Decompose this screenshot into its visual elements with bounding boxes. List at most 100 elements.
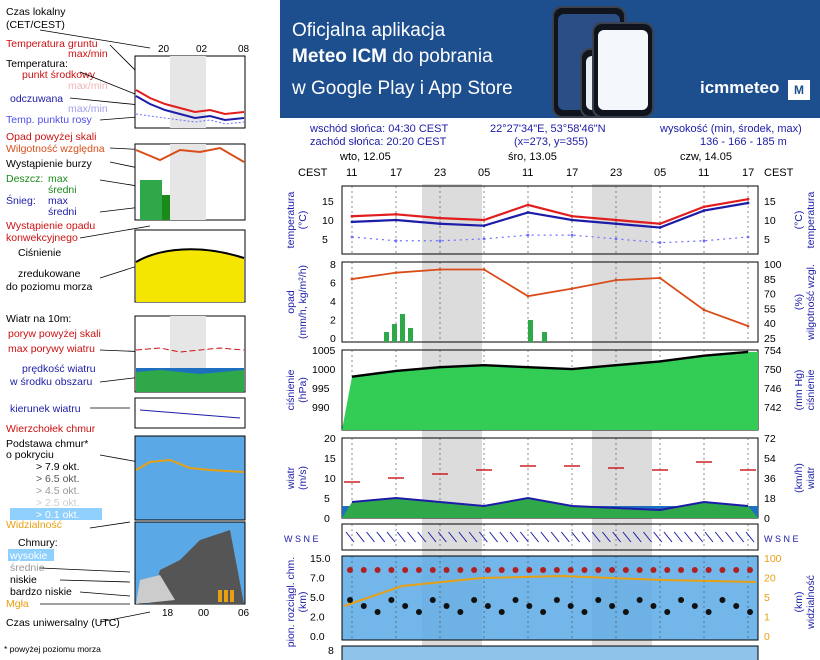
- pressure-left-unit: (hPa): [297, 377, 309, 403]
- visibility-axis-right: 5: [764, 592, 770, 604]
- day-label: śro, 13.05: [508, 151, 557, 163]
- wind-dir-arrow: [735, 531, 745, 543]
- cloud-base-dot: [705, 609, 712, 615]
- legend-storm: Wystąpienie burzy: [6, 158, 92, 170]
- hour-tick-label: 23: [610, 167, 622, 179]
- phone-image: [592, 22, 654, 118]
- cloud-top-dot: [567, 567, 574, 573]
- hour-tick-label: 17: [390, 167, 402, 179]
- legend-wind-dir: kierunek wiatru: [10, 403, 81, 415]
- wind-dir-arrow: [519, 531, 529, 543]
- legend-high: wysokie: [9, 550, 48, 562]
- cloud-base-dot: [512, 597, 519, 603]
- day-label: czw, 14.05: [680, 151, 732, 163]
- cloud-top-dot: [429, 567, 436, 573]
- legend-conv-2: konwekcyjnego: [6, 232, 78, 244]
- app-promo-banner[interactable]: Oficjalna aplikacja Meteo ICM do pobrani…: [280, 0, 820, 118]
- temp-point: [570, 218, 574, 222]
- legend-visibility: Widzialność: [6, 519, 62, 531]
- cloud-base-dot: [388, 597, 395, 603]
- panel-frame: [341, 185, 759, 255]
- wind-axis-right: 54: [764, 453, 776, 465]
- legend-axis-labels: 20 02 08 18 00 06: [158, 44, 250, 619]
- sunrise-text: wschód słońca: 04:30 CEST: [309, 123, 448, 135]
- temp-series-line: [351, 198, 749, 225]
- temp-axis-left: 15: [322, 196, 334, 208]
- wind-axis-left: 0: [324, 513, 330, 525]
- cloud-base-dot: [471, 597, 478, 603]
- humidity-axis-right: 100: [764, 259, 782, 271]
- humidity-point: [614, 278, 618, 282]
- legend-minichart-wind-dir: [134, 397, 246, 429]
- cloud-base-dot: [719, 597, 726, 603]
- coords-text: 22°27'34"E, 53°58'46"N: [490, 123, 606, 135]
- cloud-base-dot: [443, 603, 450, 609]
- icmmeteo-logo: icmmeteo: [700, 78, 780, 97]
- compass-right: W S N E: [764, 534, 799, 544]
- temp-left-label: temperatura: [285, 192, 297, 249]
- wind-axis-left: 10: [324, 473, 336, 485]
- temp-point: [702, 209, 706, 212]
- cloud-top-dot: [678, 567, 685, 573]
- cloud-base-dot: [664, 609, 671, 615]
- pressure-axis-left: 995: [312, 383, 330, 395]
- cloud-axis-left: 15.0: [310, 553, 331, 565]
- pressure-axis-right: 754: [764, 345, 782, 357]
- wind-dir-arrow: [468, 531, 478, 543]
- elevation-text: 136 - 166 - 185 m: [700, 136, 787, 148]
- wind-dir-arrow: [345, 531, 355, 543]
- humidity-point: [746, 324, 750, 328]
- cloud-base-dot: [609, 603, 616, 609]
- wind-dir-arrow: [376, 531, 386, 543]
- wind-dir-arrow: [560, 531, 570, 543]
- cloud-top-dot: [443, 567, 450, 573]
- cloud-base-dot: [415, 609, 422, 615]
- temp-axis-left: 10: [322, 215, 334, 227]
- humidity-axis-right: 85: [764, 274, 776, 286]
- wind-axis-left: 15: [324, 453, 336, 465]
- tz-label: CEST: [764, 167, 794, 179]
- temp-point: [658, 226, 662, 229]
- panel-frame: [341, 555, 759, 641]
- cloud-base-dot: [374, 609, 381, 615]
- wind-dir-arrow: [704, 531, 714, 543]
- legend-max-min-1: max/min: [68, 80, 108, 92]
- wind-dir-arrow: [694, 531, 704, 543]
- panel-frame: [341, 645, 759, 660]
- pressure-left-label: ciśnienie: [285, 369, 297, 410]
- wind-dir-arrow: [540, 531, 550, 543]
- temp-point: [614, 222, 618, 226]
- temp-point: [702, 205, 706, 209]
- cloud-base-dot: [747, 609, 753, 615]
- cloud-top-dot: [705, 567, 712, 573]
- banner-line-2: Meteo ICM do pobrania: [292, 46, 493, 68]
- precip-axis-left: 0: [330, 333, 336, 345]
- legend-low: niskie: [10, 574, 37, 586]
- visibility-axis-right: 20: [764, 573, 776, 585]
- temp-point: [350, 214, 354, 218]
- temp-series-line: [351, 234, 749, 244]
- cloud-axis-left: 5.0: [310, 592, 325, 604]
- temp-point: [526, 211, 530, 214]
- legend-local-time-zone: (CET/CEST): [6, 19, 65, 31]
- pressure-axis-left: 1005: [312, 345, 336, 357]
- elevation-label: wysokość (min, środek, max): [659, 123, 802, 135]
- tz-label: CEST: [298, 167, 328, 179]
- legend-high-highlight: [8, 549, 54, 561]
- legend-okt-1: > 7.9 okt.: [36, 461, 80, 473]
- wind-left-unit: (m/s): [297, 466, 309, 490]
- wind-dir-arrow: [653, 531, 663, 543]
- humidity-point: [658, 276, 662, 280]
- wind-dir-arrow: [612, 531, 622, 543]
- temp-point: [482, 237, 486, 241]
- rain-bar: [408, 328, 413, 342]
- cloud-base-dot: [553, 597, 560, 603]
- forecast-header: wschód słońca: 04:30 CEST zachód słońca:…: [309, 123, 802, 163]
- cloud-top-dot: [374, 567, 381, 573]
- wind-dir-arrow: [571, 531, 581, 543]
- temp-point: [438, 216, 442, 220]
- cloud-top-dot: [622, 567, 629, 573]
- temp-axis-right: 5: [764, 234, 770, 246]
- humidity-line: [351, 268, 749, 327]
